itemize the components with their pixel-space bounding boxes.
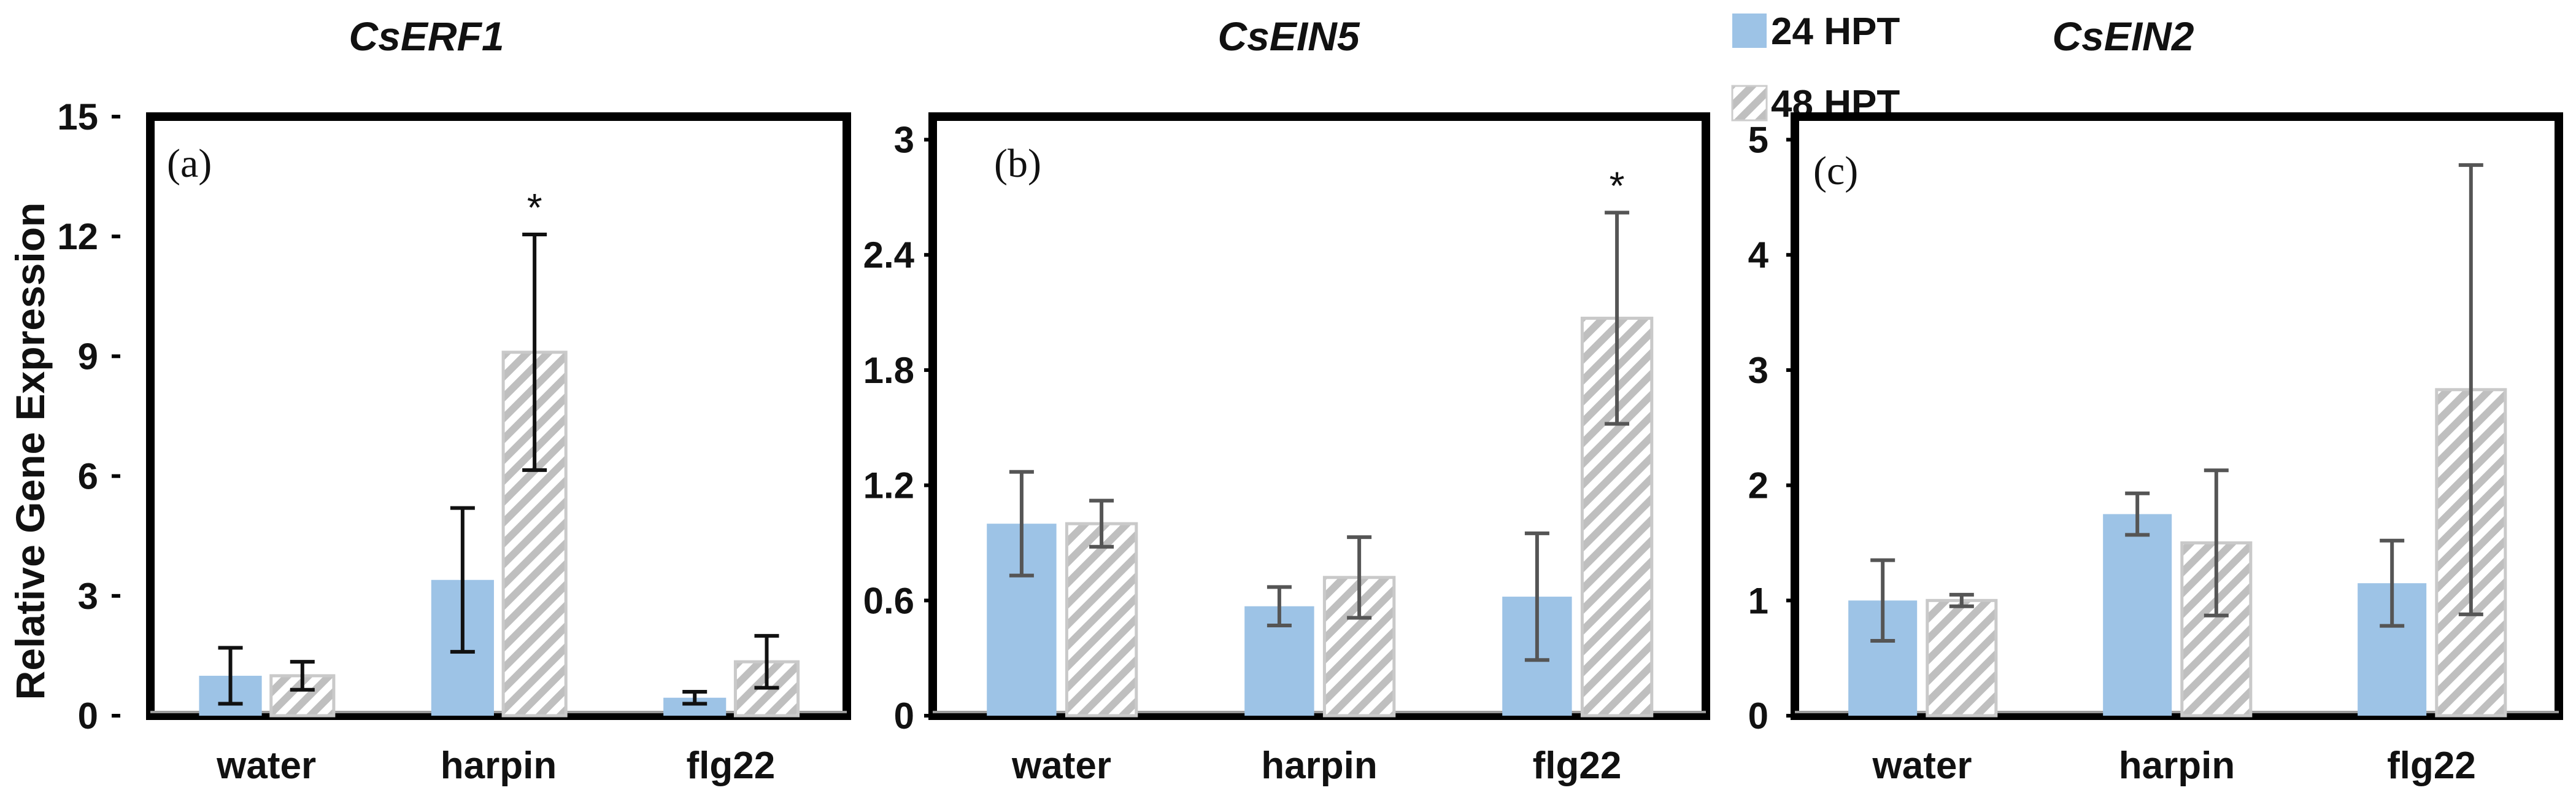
bar-harpin-24-hpt <box>2103 514 2172 716</box>
chart-title: CsEIN2 <box>2052 14 2194 59</box>
plot-frame <box>1791 112 2563 720</box>
y-tick-label: 9 <box>78 336 98 377</box>
panel-csein2: CsEIN2 (c) 0 1 2 3 4 5 water harpin flg22 <box>1748 14 2563 787</box>
y-tick-label: 4 <box>1748 234 1769 276</box>
y-axis-label: Relative Gene Expression <box>7 203 53 700</box>
x-tick-label-water: water <box>1011 745 1111 787</box>
y-tick-label: 3 <box>894 120 914 161</box>
y-tick-label: 0.6 <box>863 580 914 621</box>
y-tick-label: 2 <box>1748 465 1768 506</box>
y-tick-label: 3 <box>1748 350 1768 391</box>
y-tick-label: 15 <box>57 96 98 137</box>
x-tick-label-water: water <box>1872 745 1972 787</box>
panel-label: (b) <box>994 141 1041 186</box>
y-tick-label: 0 <box>78 695 98 737</box>
y-tick-label: 3 <box>78 576 98 617</box>
legend-swatch-48hpt <box>1731 85 1768 122</box>
x-tick-label-flg22: flg22 <box>2387 745 2476 787</box>
panel-cserf1: CsERF1 (a) 0 3 6 9 12 15 water harpin * flg22 <box>57 14 851 787</box>
y-tick-label: 2.4 <box>863 234 915 276</box>
x-tick-label-water: water <box>216 745 316 787</box>
y-tick-label: 1.2 <box>863 465 914 506</box>
x-tick-label-harpin: harpin <box>441 745 557 787</box>
y-tick-label: 0 <box>894 695 914 737</box>
x-tick-label-flg22: flg22 <box>686 745 775 787</box>
bar-water-48-hpt <box>269 674 336 718</box>
x-tick-label-harpin: harpin <box>2119 745 2235 787</box>
y-tick-label: 6 <box>78 456 98 497</box>
y-tick-label: 1.8 <box>863 350 914 391</box>
x-tick-label-harpin: harpin <box>1261 745 1377 787</box>
plot-frame <box>146 112 851 720</box>
panel-label: (a) <box>167 141 212 186</box>
legend-swatch-24hpt <box>1732 14 1767 48</box>
bar-water-48-hpt <box>1065 522 1138 718</box>
bar-water-48-hpt <box>1926 598 1998 718</box>
legend: 24 HPT 48 HPT <box>1731 10 1900 125</box>
significance-marker: * <box>1610 163 1625 207</box>
panel-label: (c) <box>1813 149 1858 193</box>
legend-label-24hpt: 24 HPT <box>1771 10 1900 53</box>
panel-csein5: CsEIN5 (b) 0 0.6 1.2 1.8 2.4 3 water harpin flg22 * <box>863 14 1710 787</box>
y-tick-label: 12 <box>57 216 98 257</box>
plot-frame <box>928 112 1710 720</box>
significance-marker: * <box>527 185 542 230</box>
x-tick-label-flg22: flg22 <box>1533 745 1622 787</box>
y-tick-label: 5 <box>1748 120 1768 161</box>
y-tick-label: 0 <box>1748 695 1768 737</box>
chart-title: CsERF1 <box>349 14 504 59</box>
chart-title: CsEIN5 <box>1217 14 1360 59</box>
y-tick-label: 1 <box>1748 580 1768 621</box>
